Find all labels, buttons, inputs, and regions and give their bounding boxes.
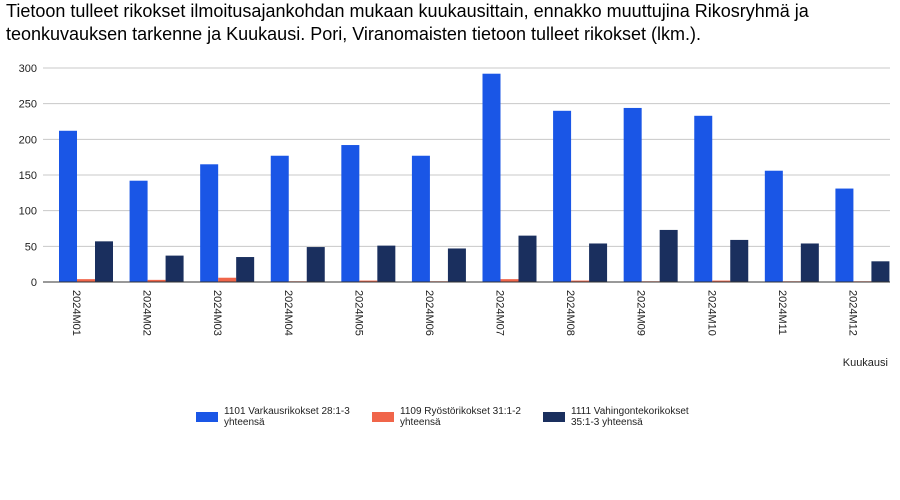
legend-swatch (196, 412, 218, 422)
bars (59, 73, 890, 283)
bar-3-2024M10[interactable] (730, 239, 749, 282)
bar-3-2024M02[interactable] (165, 255, 184, 282)
bar-1-2024M05[interactable] (341, 145, 360, 282)
x-tick-label: 2024M06 (423, 290, 435, 336)
y-tick-label: 100 (19, 206, 37, 218)
bar-1-2024M10[interactable] (694, 115, 713, 282)
x-tick-label: 2024M07 (494, 290, 506, 336)
bar-3-2024M05[interactable] (377, 245, 396, 282)
legend-label: yhteensä (224, 417, 265, 428)
bar-2-2024M07[interactable] (500, 279, 519, 282)
bar-3-2024M12[interactable] (871, 261, 890, 282)
legend-label: yhteensä (400, 417, 441, 428)
x-tick-label: 2024M09 (635, 290, 647, 336)
y-tick-label: 150 (19, 170, 37, 182)
legend[interactable]: 1101 Varkausrikokset 28:1-3yhteensä1109 … (196, 406, 689, 428)
bar-3-2024M04[interactable] (306, 247, 325, 282)
bar-2-2024M05[interactable] (359, 280, 378, 282)
bar-1-2024M02[interactable] (129, 180, 148, 282)
bar-2-2024M03[interactable] (218, 277, 237, 282)
legend-swatch (372, 412, 394, 422)
bar-3-2024M07[interactable] (518, 235, 537, 282)
y-tick-label: 250 (19, 99, 37, 111)
bar-1-2024M12[interactable] (835, 188, 854, 282)
bar-3-2024M06[interactable] (447, 248, 466, 282)
x-tick-label: 2024M04 (282, 290, 294, 336)
bar-2-2024M10[interactable] (712, 280, 731, 282)
y-tick-label: 300 (19, 63, 37, 75)
chart-title: Tietoon tulleet rikokset ilmoitusajankoh… (6, 1, 809, 44)
bar-1-2024M04[interactable] (270, 155, 289, 282)
bar-1-2024M09[interactable] (623, 107, 642, 283)
bar-2-2024M01[interactable] (77, 279, 95, 282)
bar-1-2024M08[interactable] (553, 110, 572, 282)
gridlines (43, 67, 890, 247)
x-tick-label: 2024M02 (141, 290, 153, 336)
bar-1-2024M03[interactable] (200, 164, 219, 282)
bar-1-2024M11[interactable] (764, 170, 783, 282)
y-tick-label: 200 (19, 134, 37, 146)
y-axis-ticks: 0 50 100 150 200 250 300 (19, 63, 37, 289)
bar-2-2024M02[interactable] (147, 279, 166, 282)
x-axis-ticks: 2024M01 2024M02 2024M03 2024M04 2024M05 2024M… (70, 290, 858, 336)
x-tick-label: 2024M08 (564, 290, 576, 336)
bar-3-2024M08[interactable] (589, 243, 608, 282)
bar-1-2024M01[interactable] (59, 130, 77, 282)
bar-2-2024M08[interactable] (571, 280, 590, 282)
legend-label: 35:1-3 yhteensä (571, 417, 643, 428)
bar-1-2024M06[interactable] (411, 155, 430, 282)
bar-3-2024M09[interactable] (659, 229, 678, 282)
legend-swatch (543, 412, 565, 422)
x-tick-label: 2024M10 (705, 290, 717, 336)
bar-3-2024M11[interactable] (800, 243, 819, 282)
x-tick-label: 2024M01 (70, 290, 82, 336)
x-tick-label: 2024M05 (352, 290, 364, 336)
legend-label: 1101 Varkausrikokset 28:1-3 (224, 406, 350, 417)
legend-label: 1111 Vahingontekorikokset (571, 406, 689, 417)
y-tick-label: 50 (25, 241, 37, 253)
x-tick-label: 2024M11 (776, 290, 788, 335)
y-tick-label: 0 (31, 277, 37, 289)
legend-label: 1109 Ryöstörikokset 31:1-2 (400, 406, 521, 417)
x-axis-label: Kuukausi (843, 357, 888, 369)
bar-1-2024M07[interactable] (482, 73, 501, 282)
bar-3-2024M01[interactable] (95, 241, 113, 282)
x-tick-label: 2024M12 (846, 290, 858, 336)
x-tick-label: 2024M03 (211, 290, 223, 336)
bar-3-2024M03[interactable] (236, 257, 255, 282)
